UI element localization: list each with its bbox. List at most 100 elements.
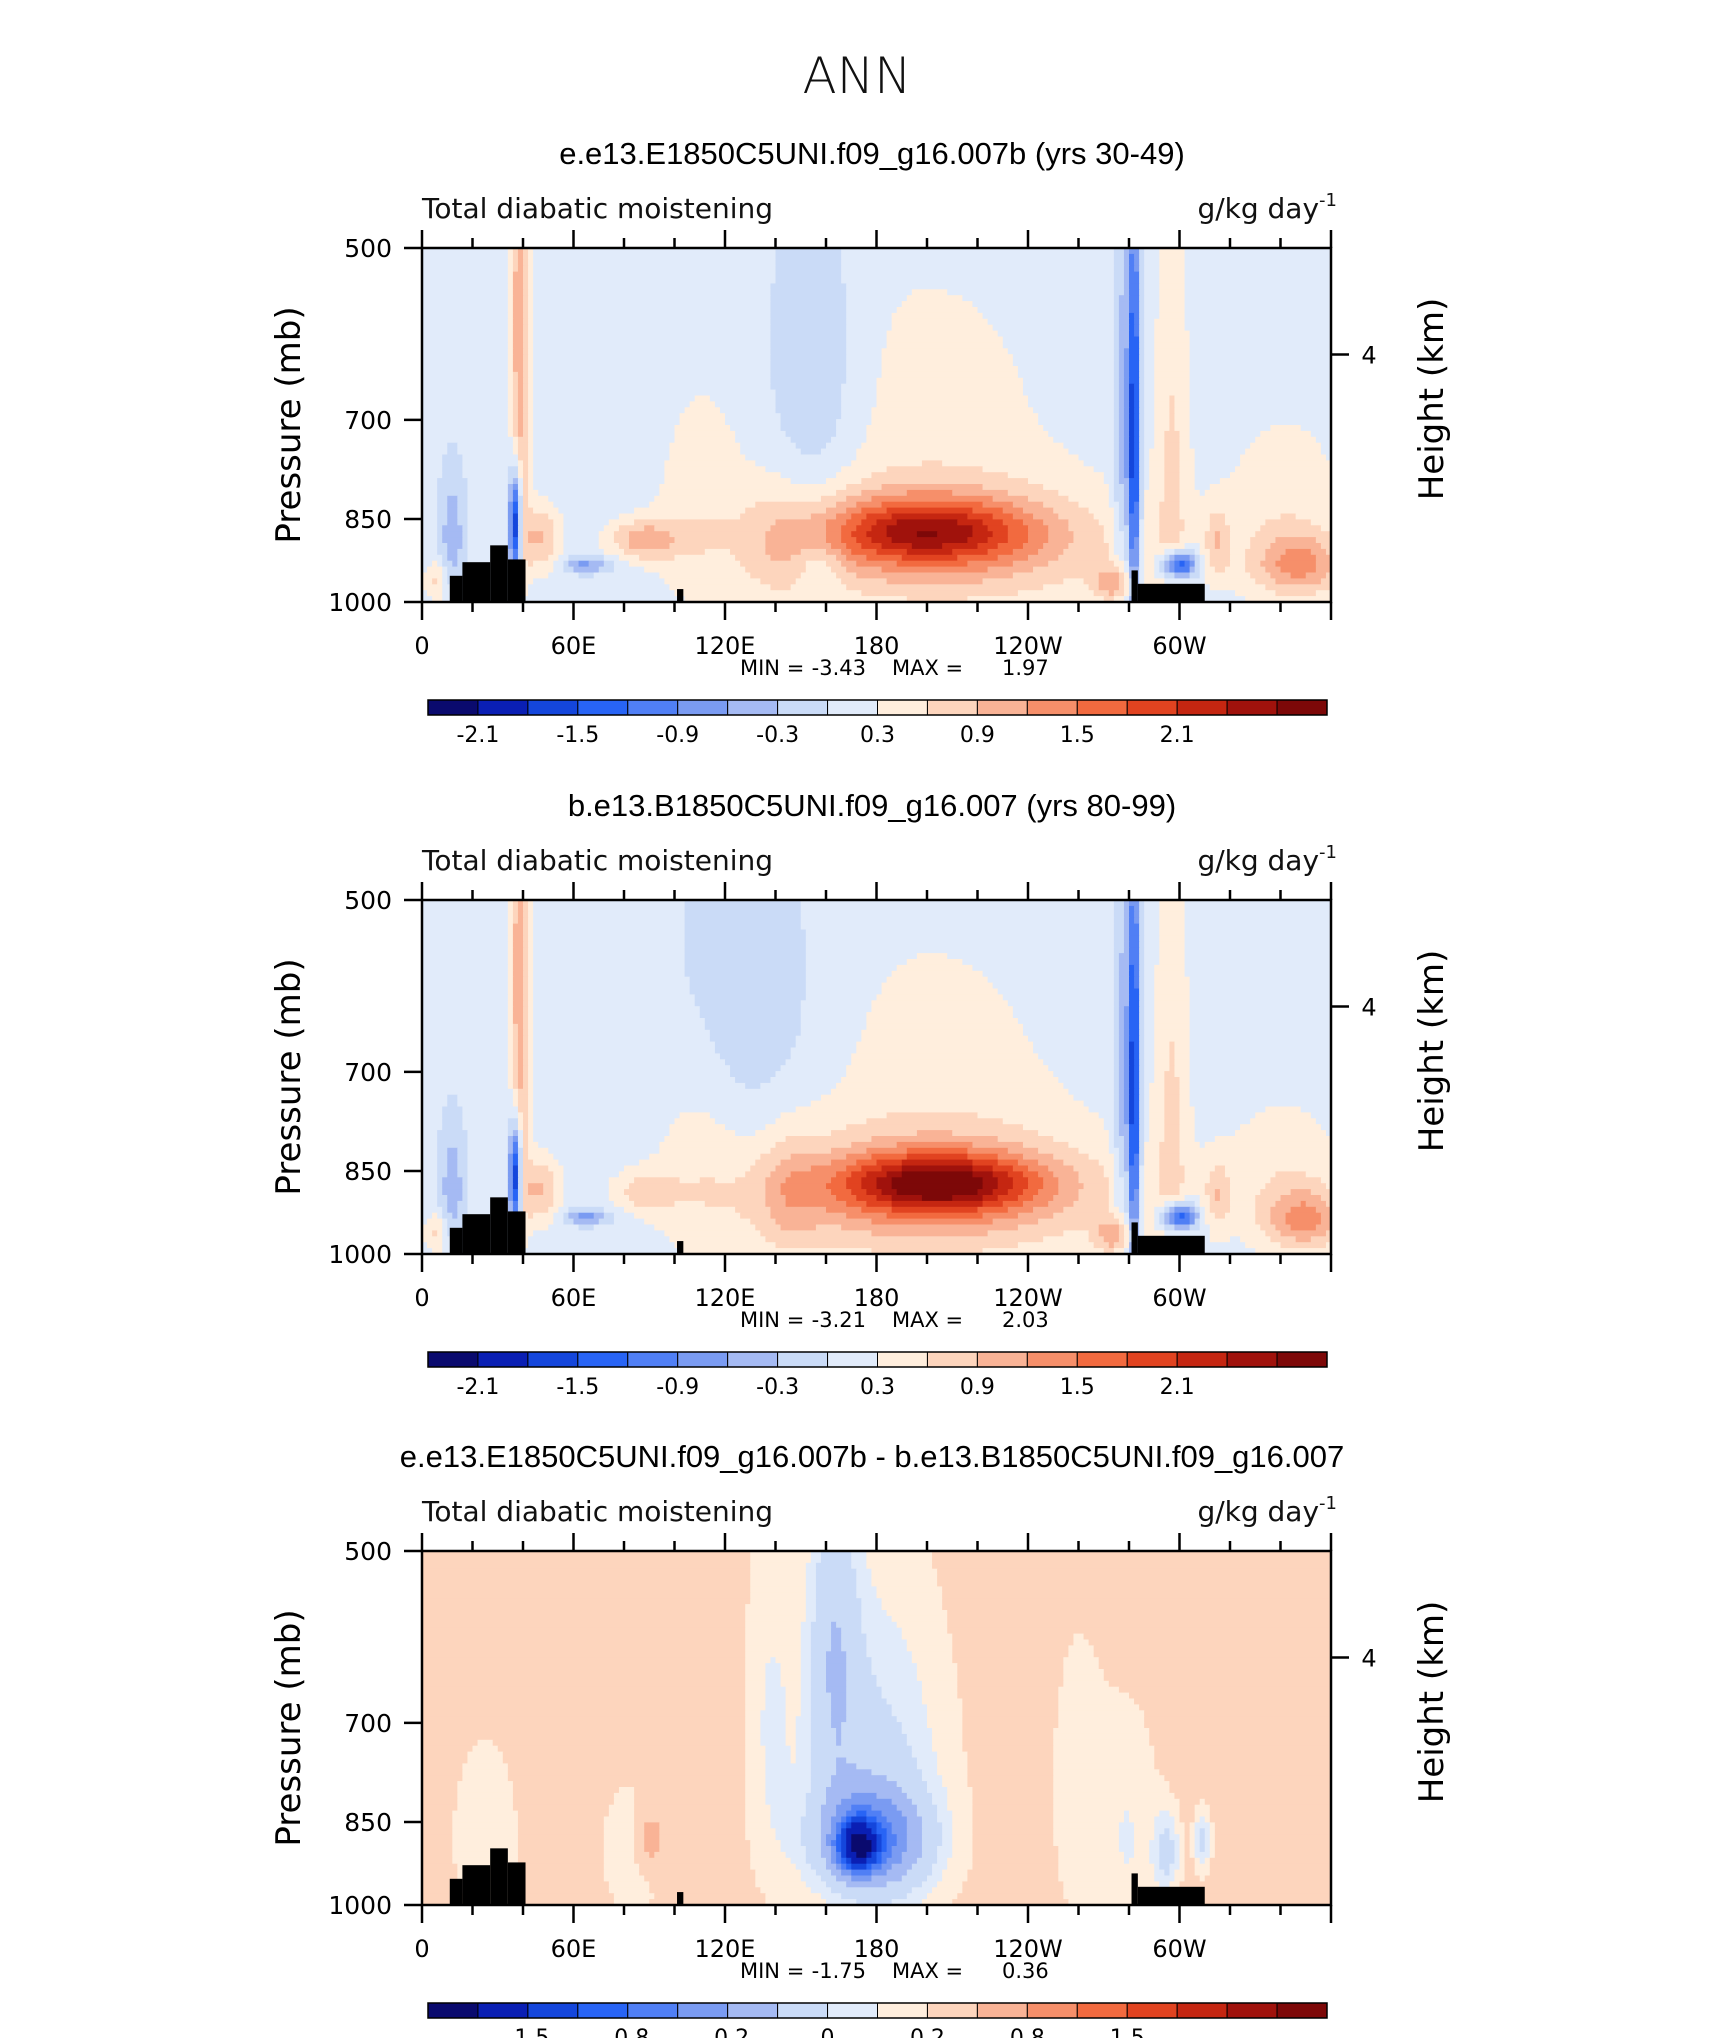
contour-cell bbox=[1053, 1775, 1165, 1782]
contour-cell bbox=[1139, 407, 1145, 414]
contour-cell bbox=[533, 1230, 665, 1237]
contour-cell bbox=[422, 554, 443, 562]
contour-cell bbox=[457, 513, 469, 520]
contour-cell bbox=[507, 354, 514, 361]
contour-cell bbox=[533, 947, 686, 954]
contour-cell bbox=[533, 507, 559, 515]
contour-cell bbox=[831, 566, 847, 574]
contour-cell bbox=[805, 1568, 817, 1576]
contour-cell bbox=[1118, 1218, 1125, 1226]
contour-cell bbox=[1139, 1059, 1145, 1066]
contour-cell bbox=[765, 1663, 782, 1670]
contour-cell bbox=[558, 507, 635, 515]
contour-cell bbox=[523, 289, 529, 296]
contour-cell bbox=[1053, 1212, 1115, 1220]
contour-cell bbox=[507, 988, 514, 995]
contour-cell bbox=[533, 425, 676, 432]
contour-cell bbox=[866, 1810, 883, 1818]
contour-cell bbox=[856, 454, 1080, 461]
contour-cell bbox=[972, 1816, 1054, 1823]
contour-cell bbox=[1199, 554, 1206, 562]
colorbar-swatch bbox=[577, 1351, 629, 1368]
contour-cell bbox=[901, 301, 974, 308]
contour-cell bbox=[457, 1804, 514, 1812]
contour-cell bbox=[841, 1633, 867, 1641]
contour-cell bbox=[1129, 259, 1135, 267]
contour-cell bbox=[1144, 478, 1150, 485]
contour-cell bbox=[1184, 1875, 1201, 1882]
contour-cell bbox=[634, 507, 746, 515]
contour-cell bbox=[1169, 407, 1176, 414]
contour-cell bbox=[548, 1224, 580, 1231]
contour-cell bbox=[1164, 1071, 1176, 1078]
contour-cell bbox=[1139, 911, 1145, 919]
contour-cell bbox=[437, 484, 469, 491]
contour-cell bbox=[528, 1071, 534, 1078]
contour-cell bbox=[1017, 1242, 1095, 1249]
contour-cell bbox=[1154, 1059, 1170, 1066]
contour-cell bbox=[1320, 1212, 1331, 1220]
contour-cell bbox=[846, 1846, 852, 1853]
contour-cell bbox=[937, 1751, 968, 1759]
contour-cell bbox=[1103, 1236, 1120, 1243]
contour-cell bbox=[1174, 1053, 1191, 1060]
contour-cell bbox=[765, 1674, 782, 1682]
contour-cell bbox=[972, 1141, 1024, 1149]
contour-cell bbox=[916, 1763, 938, 1770]
contour-cell bbox=[836, 501, 857, 509]
contour-cell bbox=[517, 478, 524, 485]
contour-cell bbox=[856, 1592, 878, 1599]
y-tick-label: 850 bbox=[344, 1157, 392, 1186]
contour-cell bbox=[523, 1065, 529, 1072]
contour-cell bbox=[841, 1834, 847, 1841]
contour-cell bbox=[684, 923, 802, 931]
contour-cell bbox=[1123, 1023, 1130, 1031]
contour-cell bbox=[982, 1183, 999, 1190]
contour-cell bbox=[1189, 330, 1331, 338]
contour-cell bbox=[1174, 1816, 1181, 1823]
contour-cell bbox=[1320, 578, 1331, 585]
colorbar-label: -1.5 bbox=[556, 723, 599, 748]
contour-cell bbox=[846, 307, 898, 314]
contour-cell bbox=[1144, 1722, 1331, 1729]
contour-cell bbox=[987, 976, 1115, 984]
contour-cell bbox=[1118, 407, 1125, 414]
contour-cell bbox=[745, 1716, 761, 1723]
contour-cell bbox=[896, 964, 974, 972]
contour-cell bbox=[1159, 248, 1186, 255]
contour-cell bbox=[881, 1822, 893, 1829]
contour-cell bbox=[1058, 1869, 1155, 1877]
contour-cell bbox=[1204, 554, 1211, 562]
contour-cell bbox=[517, 1094, 529, 1102]
contour-cell bbox=[714, 1041, 797, 1049]
contour-cell bbox=[442, 525, 463, 532]
contour-cell bbox=[649, 1887, 761, 1894]
contour-cell bbox=[1139, 478, 1145, 485]
contour-cell bbox=[1058, 1704, 1140, 1711]
contour-cell bbox=[507, 1200, 514, 1208]
contour-cell bbox=[1154, 354, 1191, 361]
contour-cell bbox=[770, 360, 847, 367]
contour-cell bbox=[442, 1106, 463, 1113]
contour-cell bbox=[1159, 537, 1181, 544]
contour-cell bbox=[1154, 1869, 1165, 1877]
contour-cell bbox=[841, 1627, 862, 1635]
contour-cell bbox=[1204, 1857, 1211, 1865]
min-value: -1.75 bbox=[812, 1959, 866, 1983]
contour-cell bbox=[1310, 548, 1327, 556]
contour-cell bbox=[699, 1006, 802, 1013]
contour-cell bbox=[1098, 1657, 1331, 1664]
contour-cell bbox=[820, 1556, 852, 1564]
contour-cell bbox=[1088, 1639, 1331, 1646]
contour-cell bbox=[422, 525, 438, 532]
contour-cell bbox=[1144, 265, 1160, 273]
contour-cell bbox=[866, 1651, 913, 1658]
contour-cell bbox=[467, 537, 509, 544]
contour-cell bbox=[1113, 970, 1120, 978]
contour-cell bbox=[901, 1787, 928, 1794]
contour-cell bbox=[1144, 436, 1155, 444]
contour-cell bbox=[1129, 507, 1135, 515]
contour-cell bbox=[1149, 1733, 1331, 1741]
contour-cell bbox=[1113, 1006, 1120, 1013]
contour-cell bbox=[427, 1218, 443, 1226]
